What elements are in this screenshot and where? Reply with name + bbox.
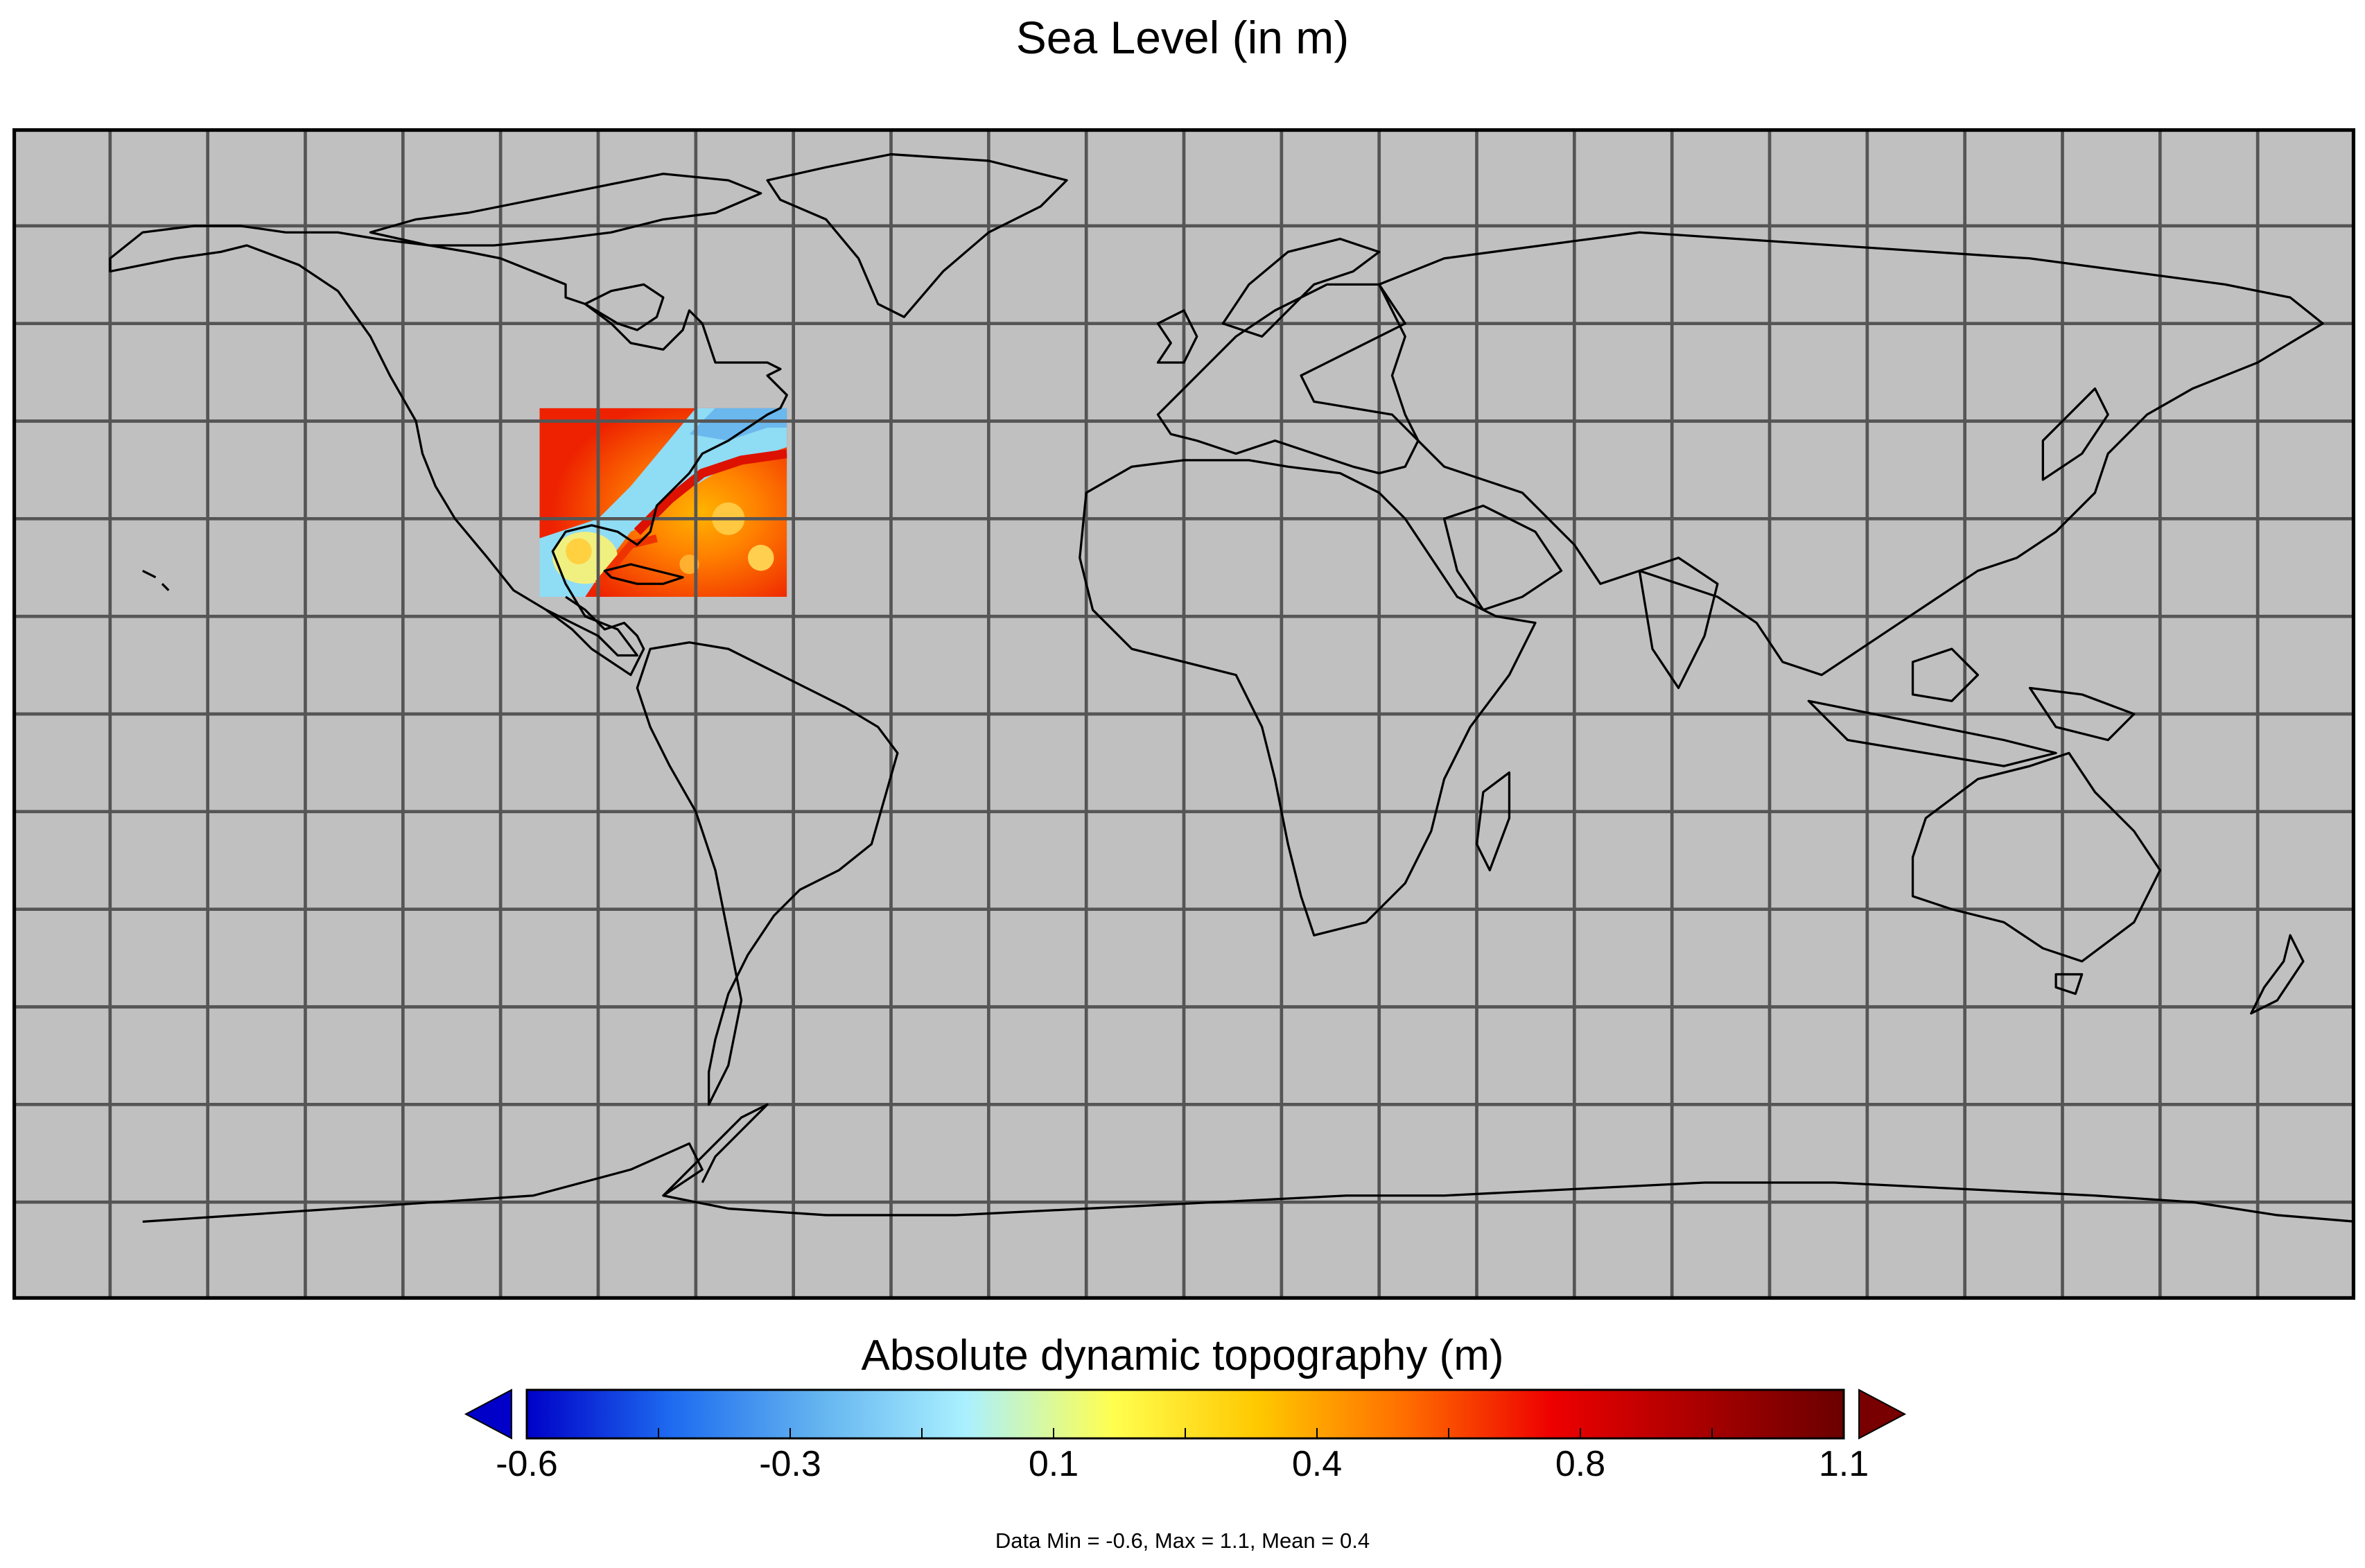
antarctica-coast [142,1142,2355,1223]
new-guinea-coast [2028,686,2136,742]
scandinavia-coast [1221,237,1381,338]
greenland-coast [766,153,1068,318]
borneo-coast [1911,647,1980,702]
europe-coast [1156,283,1420,475]
arctic-islands [369,173,762,247]
cuba-coast [603,563,684,585]
colorbar-tick-label: -0.3 [759,1444,821,1484]
colorbar-tick-label: 1.1 [1818,1444,1869,1484]
asia-coast [1378,231,2324,677]
central-america-coast [545,595,645,677]
gulf-interior-warm [566,538,592,565]
japan-coast [2041,387,2109,481]
coastlines [109,153,2355,1223]
north-america-coast [109,225,788,657]
british-isles [1156,309,1198,364]
gulf-stream [634,448,787,535]
colorbar-tick-label: 0.1 [1028,1444,1079,1484]
map-frame [12,128,2355,1300]
south-america-coast [636,641,899,1106]
tasmania [2054,973,2084,995]
africa-coast [1079,459,1537,937]
colorbar-tick-label: 0.4 [1291,1444,1343,1484]
new-zealand [2250,934,2305,1015]
colorbar-tick-label: -0.6 [496,1444,558,1484]
data-region [539,408,787,597]
colorbar-under-arrow [464,1388,512,1440]
colorbar-title: Absolute dynamic topography (m) [861,1332,1504,1379]
graticule [12,128,2355,1300]
hudson-bay [584,283,665,331]
world-map [12,128,2355,1300]
chart-title: Sea Level (in m) [1015,12,1350,63]
colorbar-over-arrow [1858,1388,1907,1440]
indonesia-coast [1807,699,2057,767]
antarctic-peninsula [662,1103,769,1196]
colorbar [464,1388,1907,1440]
colorbar-tick-label: 0.8 [1555,1444,1606,1484]
data-stats: Data Min = -0.6, Max = 1.1, Mean = 0.4 [995,1528,1370,1553]
madagascar [1475,771,1511,871]
colorbar-tick-marks [658,1428,1713,1438]
india-coast [1638,557,1719,690]
gulf-of-maine-water [689,408,787,441]
australia-coast [1911,751,2161,963]
arabia-coast [1442,504,1563,611]
hawaii [142,569,170,591]
